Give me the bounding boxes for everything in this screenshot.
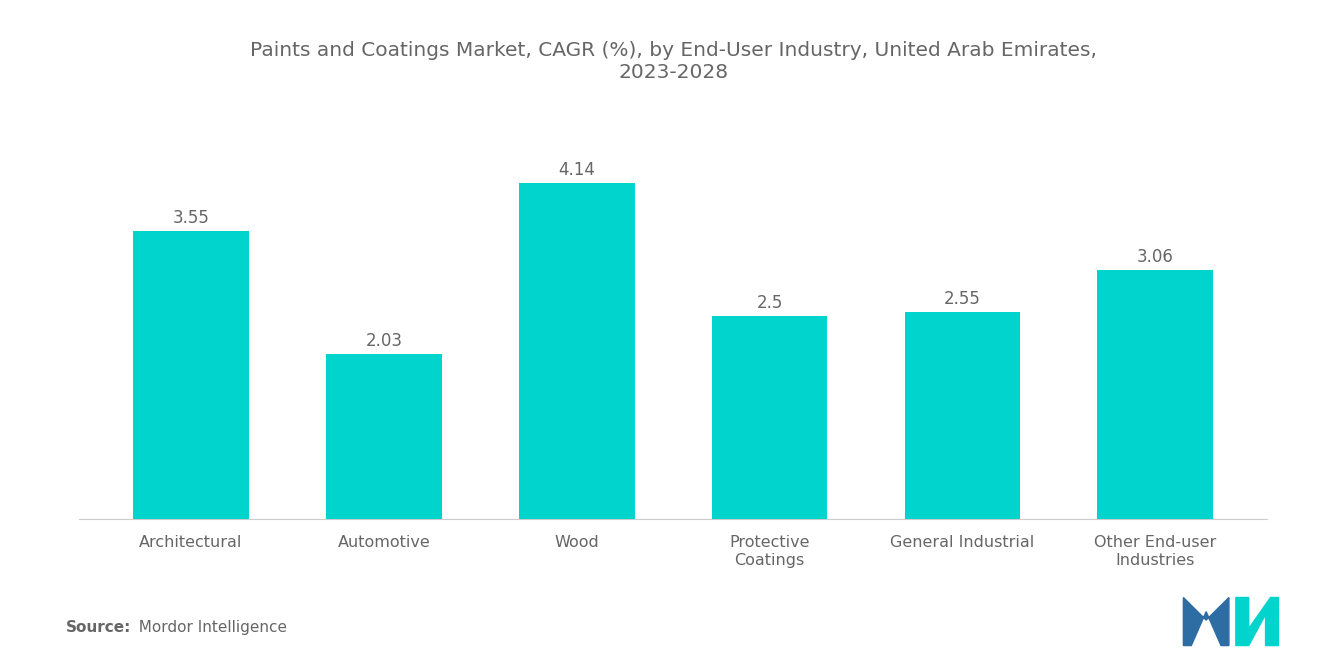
Text: 2.55: 2.55 [944, 290, 981, 308]
Title: Paints and Coatings Market, CAGR (%), by End-User Industry, United Arab Emirates: Paints and Coatings Market, CAGR (%), by… [249, 41, 1097, 82]
Polygon shape [1236, 597, 1278, 646]
Text: 3.06: 3.06 [1137, 249, 1173, 267]
Text: 4.14: 4.14 [558, 161, 595, 179]
Bar [326, 354, 442, 519]
Bar [133, 231, 249, 519]
Polygon shape [1184, 597, 1229, 646]
Text: Source:: Source: [66, 620, 132, 635]
Text: 2.03: 2.03 [366, 332, 403, 350]
Bar [904, 312, 1020, 519]
Bar [519, 183, 635, 519]
Text: Mordor Intelligence: Mordor Intelligence [129, 620, 288, 635]
Text: 2.5: 2.5 [756, 294, 783, 312]
Text: 3.55: 3.55 [173, 209, 210, 227]
Bar [1097, 271, 1213, 519]
Bar [711, 316, 828, 519]
